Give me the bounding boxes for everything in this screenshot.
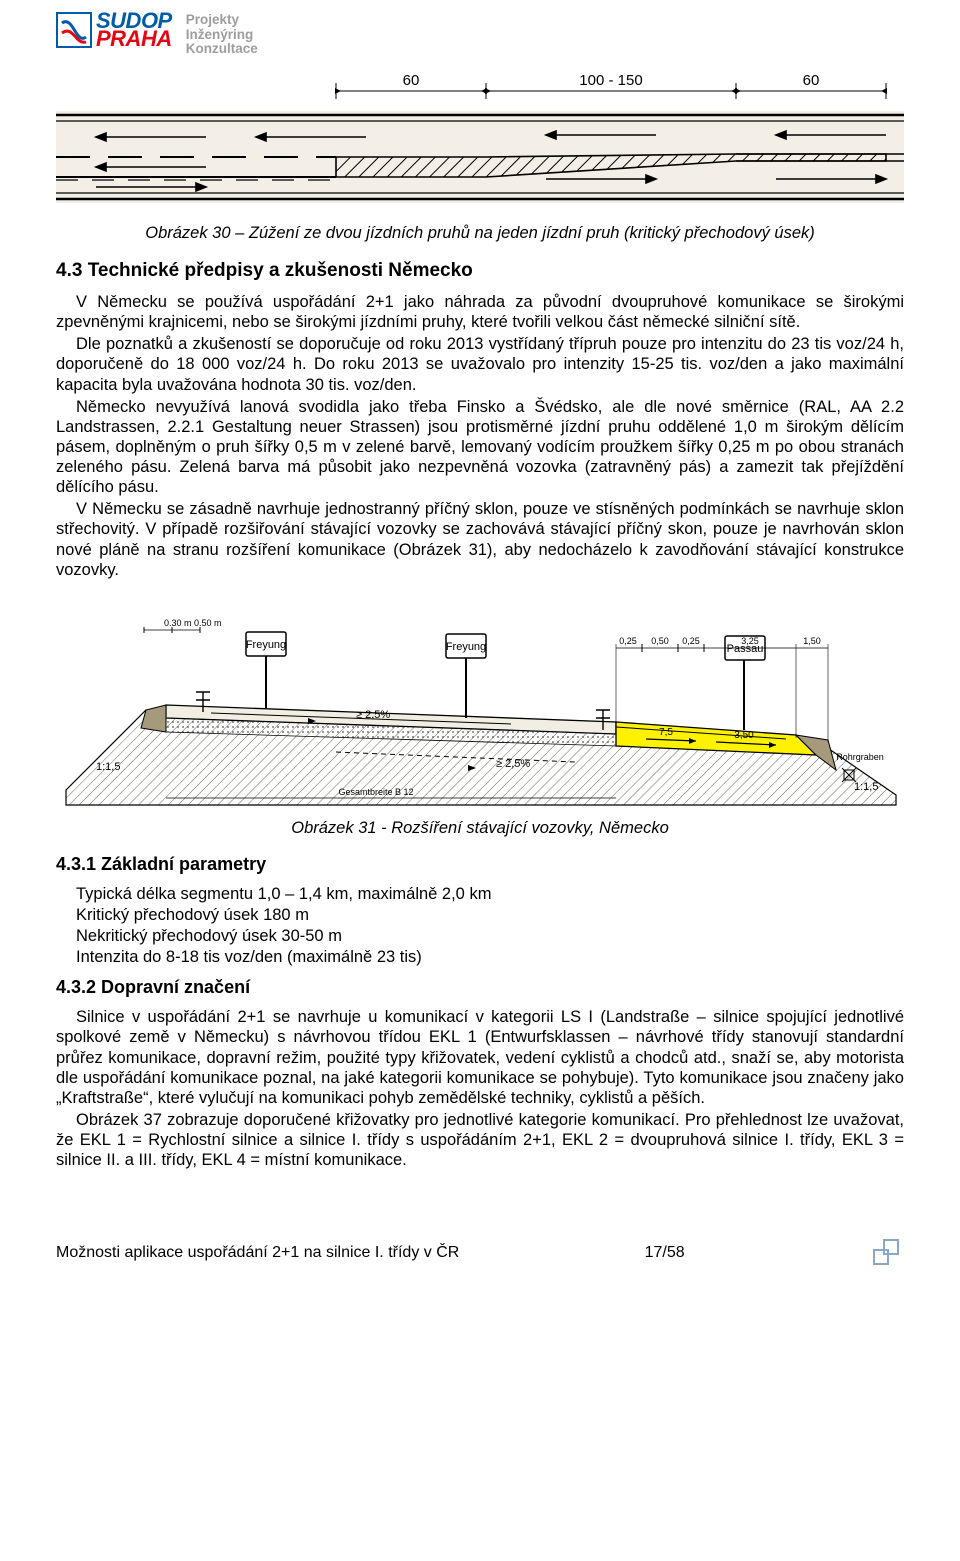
svg-text:3,50: 3,50 <box>734 730 754 741</box>
dim-left: 60 <box>403 72 420 89</box>
footer-cubes-icon <box>870 1238 904 1266</box>
svg-text:0,50: 0,50 <box>651 636 669 646</box>
figure-road-cross-section: Freyung Freyung Passau 0.30 m 0.50 m ≥ 2… <box>56 600 904 810</box>
svg-text:0.30 m 0.50 m: 0.30 m 0.50 m <box>164 618 222 628</box>
caption-fig30: Obrázek 30 – Zúžení ze dvou jízdních pru… <box>56 223 904 243</box>
svg-text:Gesamtbreite B 12: Gesamtbreite B 12 <box>338 787 413 797</box>
logo: SUDOP PRAHA <box>56 12 172 48</box>
svg-text:1:1,5: 1:1,5 <box>96 761 120 773</box>
svg-text:Rohrgraben: Rohrgraben <box>836 752 884 762</box>
footer-page: 17/58 <box>645 1243 685 1263</box>
param-3: Intenzita do 8-18 tis voz/den (maximálně… <box>76 947 904 967</box>
page-footer: Možnosti aplikace uspořádání 2+1 na siln… <box>56 1238 904 1266</box>
param-2: Nekritický přechodový úsek 30-50 m <box>76 926 904 946</box>
svg-text:3,25: 3,25 <box>741 636 759 646</box>
para-6: Obrázek 37 zobrazuje doporučené křižovat… <box>56 1110 904 1170</box>
figure-lane-diagram: 60 100 - 150 60 <box>56 69 904 209</box>
para-5: Silnice v uspořádání 2+1 se navrhuje u k… <box>56 1007 904 1108</box>
heading-4-3-2: 4.3.2 Dopravní značení <box>56 977 904 999</box>
svg-text:Freyung: Freyung <box>446 641 486 653</box>
svg-text:1,50: 1,50 <box>803 636 821 646</box>
svg-text:≥ 2,5%: ≥ 2,5% <box>356 709 390 721</box>
param-1: Kritický přechodový úsek 180 m <box>76 905 904 925</box>
svg-text:Freyung: Freyung <box>246 639 286 651</box>
para-1: V Německu se používá uspořádání 2+1 jako… <box>56 292 904 332</box>
svg-text:1:1,5: 1:1,5 <box>854 781 878 793</box>
tagline-1: Projekty <box>186 13 258 28</box>
sign-mid: Freyung <box>446 634 486 718</box>
heading-4-3: 4.3 Technické předpisy a zkušenosti Něme… <box>56 259 904 282</box>
params-block: Typická délka segmentu 1,0 – 1,4 km, max… <box>76 884 904 968</box>
dim-right: 60 <box>803 72 820 89</box>
tagline-2: Inženýring <box>186 28 258 43</box>
para-3: Německo nevyužívá lanová svodidla jako t… <box>56 397 904 498</box>
dim-mid: 100 - 150 <box>579 72 642 89</box>
logo-text: SUDOP PRAHA <box>96 12 172 48</box>
logo-line2: PRAHA <box>96 30 172 48</box>
para-2: Dle poznatků a zkušeností se doporučuje … <box>56 334 904 394</box>
page-header: SUDOP PRAHA Projekty Inženýring Konzulta… <box>56 12 904 57</box>
tagline-3: Konzultace <box>186 42 258 57</box>
sign-left: Freyung <box>246 632 286 708</box>
param-0: Typická délka segmentu 1,0 – 1,4 km, max… <box>76 884 904 904</box>
svg-text:7,5: 7,5 <box>659 727 673 738</box>
tagline: Projekty Inženýring Konzultace <box>186 13 258 57</box>
heading-4-3-1: 4.3.1 Základní parametry <box>56 854 904 876</box>
logo-emblem-icon <box>56 12 92 48</box>
sign-right: Passau <box>725 636 765 730</box>
caption-fig31: Obrázek 31 - Rozšíření stávající vozovky… <box>56 818 904 838</box>
para-4: V Německu se zásadně navrhuje jednostran… <box>56 499 904 580</box>
footer-title: Možnosti aplikace uspořádání 2+1 na siln… <box>56 1243 459 1263</box>
svg-text:0,25: 0,25 <box>682 636 700 646</box>
svg-text:0,25: 0,25 <box>619 636 637 646</box>
